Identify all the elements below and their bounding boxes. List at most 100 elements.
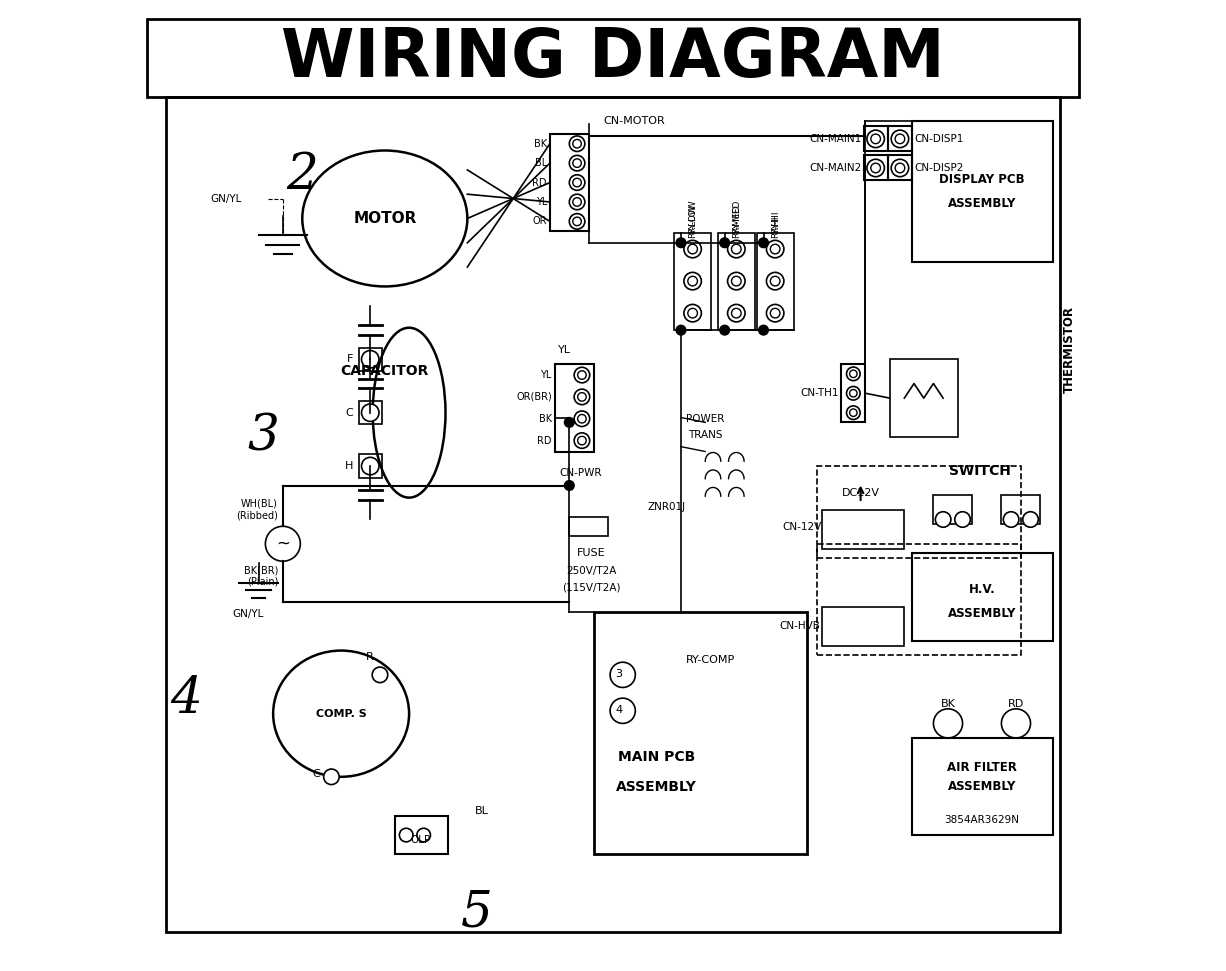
Text: C: C (311, 769, 320, 779)
Bar (358, 348, 383, 371)
Circle shape (720, 325, 729, 335)
Circle shape (684, 240, 701, 257)
Ellipse shape (273, 651, 409, 777)
Circle shape (676, 238, 685, 248)
Circle shape (417, 828, 430, 842)
Text: CN-TH1: CN-TH1 (801, 388, 840, 398)
Circle shape (891, 130, 908, 148)
Circle shape (770, 277, 780, 285)
Circle shape (688, 277, 698, 285)
Circle shape (759, 325, 769, 335)
Circle shape (727, 272, 745, 290)
Circle shape (933, 709, 962, 738)
Text: R: R (365, 653, 373, 662)
Text: CN-DISP1: CN-DISP1 (915, 134, 964, 144)
Text: YL: YL (536, 197, 547, 207)
Text: SWITCH: SWITCH (949, 464, 1011, 478)
Circle shape (720, 238, 729, 248)
Text: OR: OR (532, 217, 547, 226)
Text: RD: RD (1008, 699, 1024, 709)
Circle shape (688, 245, 698, 253)
Bar (674, 233, 711, 330)
Text: ASSEMBLY: ASSEMBLY (948, 780, 1016, 793)
Bar (817, 466, 1021, 558)
Circle shape (569, 194, 585, 210)
Circle shape (727, 305, 745, 322)
Bar (358, 401, 383, 424)
Text: YL: YL (541, 370, 552, 380)
Text: 3854AR3629N: 3854AR3629N (944, 816, 1020, 825)
Text: ZNR01J: ZNR01J (647, 502, 685, 512)
Bar (821, 510, 905, 549)
Text: BL: BL (535, 158, 547, 168)
Circle shape (895, 134, 905, 144)
Text: RY-LOW: RY-LOW (688, 204, 698, 238)
Bar (718, 233, 755, 330)
Circle shape (867, 159, 884, 177)
Circle shape (766, 240, 783, 257)
Bar (395, 816, 447, 854)
Ellipse shape (373, 328, 445, 498)
Circle shape (611, 662, 635, 687)
Circle shape (850, 389, 857, 397)
Text: DISPLAY PCB: DISPLAY PCB (939, 173, 1025, 186)
Circle shape (573, 159, 581, 167)
Circle shape (573, 179, 581, 186)
Text: CN-MAIN1: CN-MAIN1 (809, 134, 862, 144)
Bar (1002, 495, 1040, 524)
Text: RY-MED: RY-MED (732, 205, 741, 238)
Bar (863, 126, 888, 151)
Circle shape (577, 392, 586, 401)
Bar (358, 454, 383, 478)
Circle shape (564, 418, 574, 427)
Circle shape (770, 309, 780, 318)
Circle shape (727, 240, 745, 257)
Circle shape (573, 198, 581, 206)
Circle shape (362, 457, 379, 475)
Text: DC12V: DC12V (841, 488, 879, 498)
Circle shape (574, 367, 590, 383)
Text: YL: YL (558, 345, 571, 354)
Text: MAIN PCB: MAIN PCB (618, 751, 695, 764)
Circle shape (569, 155, 585, 171)
Circle shape (1022, 512, 1038, 527)
Circle shape (1003, 512, 1019, 527)
Bar (554, 364, 593, 452)
Text: 4: 4 (615, 705, 623, 715)
Circle shape (573, 218, 581, 225)
Text: WIRING DIAGRAM: WIRING DIAGRAM (281, 25, 945, 91)
Bar (756, 233, 793, 330)
Text: RD: RD (532, 178, 547, 187)
Bar (912, 121, 1053, 262)
Text: MOTOR: MOTOR (353, 211, 417, 226)
Circle shape (324, 769, 340, 785)
Text: CN-HVB: CN-HVB (779, 621, 820, 631)
Text: RD: RD (537, 436, 552, 446)
Text: (115V/T2A): (115V/T2A) (563, 583, 620, 592)
Bar (841, 364, 866, 422)
Bar (821, 607, 905, 646)
Text: COMP. S: COMP. S (316, 709, 367, 719)
Circle shape (1002, 709, 1031, 738)
Circle shape (846, 406, 861, 419)
Circle shape (577, 436, 586, 445)
Ellipse shape (303, 151, 467, 286)
Circle shape (891, 159, 908, 177)
Circle shape (935, 512, 951, 527)
Circle shape (766, 305, 783, 322)
Circle shape (955, 512, 970, 527)
Bar (817, 544, 1021, 655)
Circle shape (564, 481, 574, 490)
Circle shape (569, 214, 585, 229)
Text: 250V/T2A: 250V/T2A (566, 566, 617, 576)
Circle shape (577, 371, 586, 380)
Text: RY-MED: RY-MED (732, 200, 741, 233)
Text: CN-MOTOR: CN-MOTOR (603, 117, 664, 126)
Text: BK: BK (538, 414, 552, 423)
Text: H: H (345, 461, 353, 471)
Text: THERMISTOR: THERMISTOR (1063, 306, 1076, 393)
Circle shape (867, 130, 884, 148)
Circle shape (574, 433, 590, 449)
Circle shape (870, 163, 880, 173)
Text: CAPACITOR: CAPACITOR (341, 364, 429, 378)
